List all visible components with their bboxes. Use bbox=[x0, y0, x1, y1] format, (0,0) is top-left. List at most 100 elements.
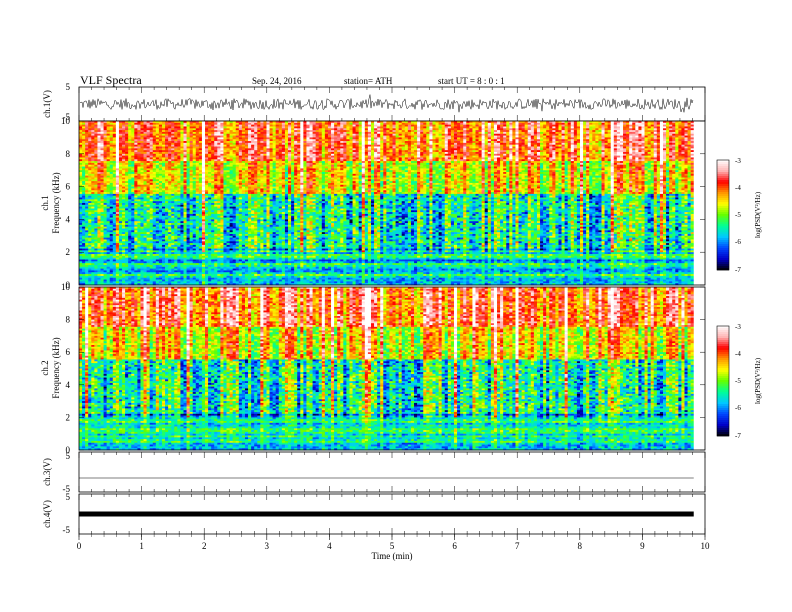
spectrogram-cell bbox=[82, 121, 86, 124]
spectrogram-cell bbox=[94, 162, 98, 166]
spectrogram-cell bbox=[131, 203, 135, 206]
spectrogram-cell bbox=[106, 126, 111, 129]
spectrogram-cell bbox=[79, 157, 83, 160]
spectrogram-cell bbox=[112, 221, 117, 224]
spectrogram-cell bbox=[137, 153, 141, 157]
spectrogram-cell bbox=[106, 246, 111, 249]
spectrogram-cell bbox=[134, 255, 138, 259]
spectrogram-cell bbox=[94, 272, 98, 275]
spectrogram-cell bbox=[118, 121, 123, 124]
spectrogram-cell bbox=[131, 170, 135, 173]
spectrogram-cell bbox=[79, 192, 83, 195]
spectrogram-cell bbox=[79, 172, 83, 175]
spectrogram-cell bbox=[125, 219, 129, 222]
spectrogram-cell bbox=[100, 230, 104, 233]
spectrogram-cell bbox=[97, 248, 101, 251]
spectrogram-cell bbox=[115, 206, 120, 209]
spectrogram-cell bbox=[85, 195, 89, 198]
spectrogram-cell bbox=[85, 153, 89, 157]
spectrogram-cell bbox=[125, 128, 129, 131]
spectrogram-cell bbox=[140, 210, 144, 213]
spectrogram-cell bbox=[122, 221, 126, 224]
spectrogram-cell bbox=[85, 190, 89, 193]
spectrogram-cell bbox=[85, 186, 89, 189]
spectrogram-cell bbox=[131, 122, 135, 126]
spectrogram-cell bbox=[103, 144, 108, 147]
spectrogram-cell bbox=[97, 199, 101, 202]
spectrogram-cell bbox=[91, 186, 95, 189]
spectrogram-cell bbox=[82, 210, 86, 213]
spectrogram-cell bbox=[137, 139, 141, 142]
spectrogram-cell bbox=[103, 233, 108, 237]
spectrogram-cell bbox=[94, 246, 98, 249]
spectrogram-cell bbox=[140, 274, 144, 277]
spectrogram-cell bbox=[140, 243, 144, 246]
spectrogram-cell bbox=[112, 219, 117, 222]
spectrogram-cell bbox=[94, 188, 98, 191]
spectrogram-cell bbox=[128, 164, 132, 167]
spectrogram-cell bbox=[91, 208, 95, 211]
spectrogram-cell bbox=[100, 232, 104, 235]
spectrogram-cell bbox=[118, 233, 123, 237]
spectrogram-cell bbox=[82, 184, 86, 187]
spectrogram-cell bbox=[125, 179, 129, 182]
spectrogram-cell bbox=[85, 270, 89, 273]
spectrogram-cell bbox=[134, 193, 138, 197]
spectrogram-cell bbox=[112, 224, 117, 228]
spectrogram-cell bbox=[137, 155, 141, 158]
spectrogram-cell bbox=[82, 181, 86, 184]
spectrogram-cell bbox=[112, 201, 117, 204]
spectrogram-cell bbox=[122, 270, 126, 273]
spectrogram-cell bbox=[88, 130, 92, 133]
spectrogram-cell bbox=[109, 215, 114, 218]
spectrogram-cell bbox=[140, 248, 144, 251]
spectrogram-cell bbox=[85, 241, 89, 244]
spectrogram-cell bbox=[118, 221, 123, 224]
spectrogram-cell bbox=[128, 252, 132, 255]
spectrogram-cell bbox=[131, 153, 135, 157]
spectrogram-cell bbox=[118, 232, 123, 235]
spectrogram-cell bbox=[118, 283, 123, 286]
spectrogram-cell bbox=[109, 203, 114, 206]
spectrogram-cell bbox=[125, 224, 129, 228]
spectrogram-cell bbox=[140, 190, 144, 193]
spectrogram-cell bbox=[137, 190, 141, 193]
panel-ch1-waveform: 5 -5 ch.1(V) bbox=[42, 82, 706, 122]
spectrogram-cell bbox=[88, 210, 92, 213]
spectrogram-cell bbox=[118, 255, 123, 259]
spectrogram-cell bbox=[131, 232, 135, 235]
spectrogram-cell bbox=[112, 230, 117, 233]
spectrogram-cell bbox=[79, 151, 83, 155]
spectrogram-cell bbox=[115, 155, 120, 158]
spectrogram-cell bbox=[82, 182, 86, 186]
spectrogram-cell bbox=[112, 283, 117, 286]
spectrogram-cell bbox=[115, 126, 120, 129]
spectrogram-cell bbox=[103, 170, 108, 173]
spectrogram-cell bbox=[85, 230, 89, 233]
spectrogram-cell bbox=[137, 164, 141, 167]
spectrogram-cell bbox=[103, 135, 108, 138]
spectrogram-cell bbox=[112, 153, 117, 157]
spectrogram-cell bbox=[100, 235, 104, 239]
spectrogram-cell bbox=[100, 217, 104, 220]
spectrogram-cell bbox=[85, 131, 89, 135]
spectrogram-cell bbox=[82, 274, 86, 277]
spectrogram-cell bbox=[118, 270, 123, 273]
spectrogram-cell bbox=[118, 164, 123, 167]
spectrogram-cell bbox=[131, 175, 135, 178]
spectrogram-cell bbox=[109, 162, 114, 166]
spectrogram-cell bbox=[79, 212, 83, 215]
spectrogram-cell bbox=[88, 168, 92, 171]
spectrogram-cell bbox=[137, 264, 141, 268]
spectrogram-cell bbox=[131, 274, 135, 277]
spectrogram-cell bbox=[82, 206, 86, 209]
spectrogram-cell bbox=[106, 221, 111, 224]
spectrogram-cell bbox=[137, 283, 141, 286]
spectrogram-cell bbox=[128, 263, 132, 266]
spectrogram-cell bbox=[82, 195, 86, 198]
spectrogram-cell bbox=[112, 199, 117, 202]
spectrogram-cell bbox=[143, 141, 148, 144]
spectrogram-cell bbox=[97, 148, 101, 151]
spectrogram-cell bbox=[125, 244, 129, 248]
spectrogram-cell bbox=[128, 144, 132, 147]
